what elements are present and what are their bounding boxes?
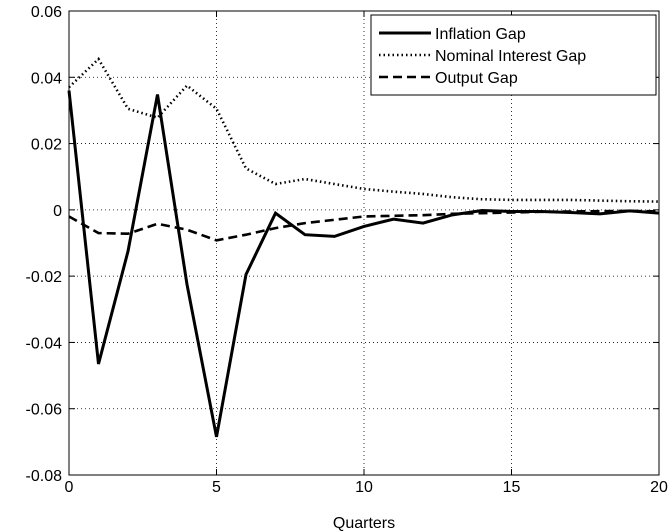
legend-label-nominal-interest-gap: Nominal Interest Gap [435, 48, 586, 65]
y-tick-label: -0.02 [26, 269, 63, 286]
y-tick-label: 0.06 [31, 4, 62, 21]
series-line-inflation-gap [67, 90, 660, 438]
y-tick-label: 0.04 [31, 70, 62, 87]
series-layer [67, 56, 660, 438]
y-tick-label: 0 [53, 203, 62, 220]
y-tick-label: -0.06 [26, 402, 63, 419]
x-axis-label: Quarters [333, 515, 395, 531]
legend-label-output-gap: Output Gap [435, 70, 518, 87]
legend-box [370, 14, 657, 96]
y-tick-label: 0.02 [31, 137, 62, 154]
y-tick-label: -0.08 [26, 468, 63, 485]
x-tick-label: 15 [503, 479, 521, 496]
legend: Inflation Gap Nominal Interest Gap Output … [370, 14, 657, 96]
x-tick-label: 20 [650, 479, 668, 496]
x-tick-label: 10 [355, 479, 373, 496]
legend-label-inflation-gap: Inflation Gap [435, 26, 526, 43]
x-tick-label: 5 [212, 479, 221, 496]
x-tick-label: 0 [65, 479, 74, 496]
series-line-output-gap [68, 209, 660, 242]
y-tick-label: -0.04 [26, 335, 63, 352]
tick-layer: 0 5 10 15 20 -0.08 -0.06 -0.04 -0.02 0 0.02 0.04 0.0… [26, 4, 668, 496]
